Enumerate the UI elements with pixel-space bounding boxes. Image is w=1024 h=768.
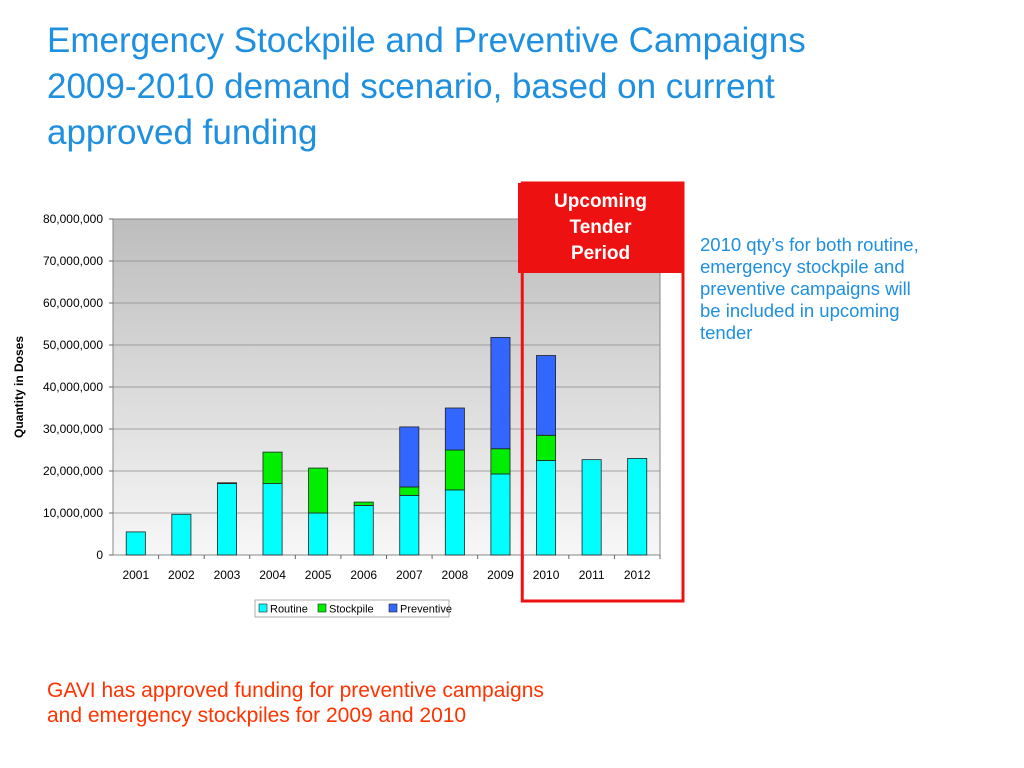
x-tick-label: 2006 <box>350 568 377 582</box>
bar-routine-2006 <box>353 505 374 556</box>
title-line-1: Emergency Stockpile and Preventive Campa… <box>47 21 806 60</box>
y-tick-label: 10,000,000 <box>43 506 103 520</box>
bar-preventive-2009 <box>490 337 511 450</box>
bar-routine-2011 <box>581 459 602 556</box>
x-tick-label: 2009 <box>487 568 514 582</box>
bar-stockpile-2008 <box>444 449 465 491</box>
bar-routine-2004 <box>262 483 283 556</box>
bar-stockpile-2010 <box>536 434 557 461</box>
bar-stockpile-2004 <box>262 451 283 485</box>
x-tick-label: 2003 <box>214 568 241 582</box>
y-tick-label: 20,000,000 <box>43 464 103 478</box>
bar-preventive-2010 <box>536 355 557 436</box>
x-tick-label: 2011 <box>579 568 605 582</box>
y-tick-label: 0 <box>96 548 103 562</box>
callout-line-2: Tender <box>569 217 632 238</box>
legend-swatch-stockpile <box>317 603 327 613</box>
bar-routine-2007 <box>399 494 420 556</box>
bar-routine-2009 <box>490 473 511 556</box>
y-tick-label: 60,000,000 <box>43 296 103 310</box>
slide-title: Emergency Stockpile and Preventive Campa… <box>47 18 947 156</box>
note-line-4: be included in upcoming <box>700 300 900 321</box>
x-tick-label: 2007 <box>396 568 423 582</box>
bar-routine-2012 <box>627 457 648 556</box>
y-tick-label: 80,000,000 <box>43 212 103 226</box>
bar-stockpile-2007 <box>399 486 420 496</box>
bar-stockpile-2009 <box>490 448 511 475</box>
legend-label-stockpile: Stockpile <box>329 604 374 616</box>
y-tick-label: 40,000,000 <box>43 380 103 394</box>
x-tick-label: 2008 <box>442 568 469 582</box>
bar-routine-2003 <box>216 483 237 556</box>
bar-routine-2010 <box>536 460 557 556</box>
y-axis-label: Quantity in Doses <box>12 336 26 438</box>
legend-box <box>254 599 450 618</box>
bar-routine-2008 <box>444 489 465 556</box>
legend-swatch-routine <box>258 603 268 613</box>
x-tick-label: 2010 <box>533 568 560 582</box>
gavi-funding-note: GAVI has approved funding for preventive… <box>47 678 687 728</box>
bar-stockpile-2006 <box>353 501 374 506</box>
bar-routine-2001 <box>125 531 146 556</box>
upcoming-tender-callout: Upcoming Tender Period <box>518 183 683 273</box>
note-line-5: tender <box>700 322 753 343</box>
footer-line-1: GAVI has approved funding for preventive… <box>47 679 544 702</box>
bar-stockpile-2003 <box>216 482 237 485</box>
x-tick-label: 2005 <box>305 568 332 582</box>
legend-label-routine: Routine <box>270 604 308 616</box>
bar-routine-2005 <box>308 512 329 556</box>
bar-stockpile-2005 <box>308 467 329 514</box>
x-tick-label: 2001 <box>122 568 149 582</box>
note-line-3: preventive campaigns will <box>700 278 911 299</box>
y-tick-label: 30,000,000 <box>43 422 103 436</box>
footer-line-2: and emergency stockpiles for 2009 and 20… <box>47 704 467 727</box>
bar-routine-2002 <box>171 513 192 556</box>
bar-preventive-2008 <box>444 407 465 451</box>
y-tick-label: 50,000,000 <box>43 338 103 352</box>
callout-line-3: Period <box>570 243 631 264</box>
x-tick-label: 2004 <box>259 568 286 582</box>
side-note: 2010 qty’s for both routine, emergency s… <box>700 234 1000 344</box>
callout-line-1: Upcoming <box>554 191 647 212</box>
note-line-1: 2010 qty’s for both routine, <box>700 234 919 255</box>
y-tick-label: 70,000,000 <box>43 254 103 268</box>
note-line-2: emergency stockpile and <box>700 256 905 277</box>
title-line-2: 2009-2010 demand scenario, based on curr… <box>47 67 775 106</box>
title-line-3: approved funding <box>47 113 318 152</box>
x-tick-label: 2012 <box>624 568 651 582</box>
legend-label-preventive: Preventive <box>400 604 452 616</box>
legend-swatch-preventive <box>388 603 398 613</box>
x-tick-label: 2002 <box>168 568 195 582</box>
bar-preventive-2007 <box>399 426 420 488</box>
